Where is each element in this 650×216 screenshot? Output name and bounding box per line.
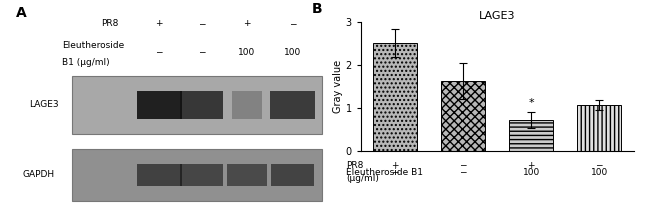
Text: 100: 100 (523, 168, 540, 177)
Bar (136, 164, 182, 186)
Text: 100: 100 (591, 168, 608, 177)
Bar (72, 76, 322, 134)
Text: B: B (311, 2, 322, 16)
Text: A: A (16, 6, 27, 21)
Y-axis label: Gray value: Gray value (333, 60, 343, 113)
Text: Eleutheroside B1: Eleutheroside B1 (346, 168, 423, 177)
Text: −: − (198, 19, 205, 29)
Bar (509, 120, 553, 151)
Text: −: − (155, 48, 163, 57)
Text: +: + (528, 161, 535, 170)
Title: LAGE3: LAGE3 (479, 11, 515, 21)
Text: +: + (243, 19, 251, 29)
Text: PR8: PR8 (346, 161, 364, 170)
Text: +: + (391, 161, 399, 170)
Text: LAGE3: LAGE3 (29, 100, 59, 109)
Text: PR8: PR8 (101, 19, 118, 29)
Bar (272, 164, 313, 186)
Text: B1 (µg/ml): B1 (µg/ml) (62, 58, 109, 67)
Text: *: * (528, 98, 534, 108)
Bar (227, 164, 266, 186)
Text: −: − (460, 161, 467, 170)
Bar (180, 91, 222, 119)
Bar (270, 91, 315, 119)
Text: Eleutheroside: Eleutheroside (62, 41, 124, 50)
Bar (232, 91, 261, 119)
Bar (180, 164, 222, 186)
Bar (136, 91, 182, 119)
Text: −: − (289, 19, 296, 29)
Text: 100: 100 (239, 48, 255, 57)
Text: −: − (595, 161, 603, 170)
Text: −: − (460, 168, 467, 177)
Bar (373, 43, 417, 151)
Text: (µg/ml): (µg/ml) (346, 174, 379, 183)
Text: 100: 100 (284, 48, 301, 57)
Bar (72, 149, 322, 201)
Text: −: − (391, 168, 399, 177)
Bar (577, 105, 621, 151)
Text: −: − (198, 48, 205, 57)
Text: +: + (155, 19, 163, 29)
Bar (441, 81, 486, 151)
Text: GAPDH: GAPDH (23, 170, 55, 179)
